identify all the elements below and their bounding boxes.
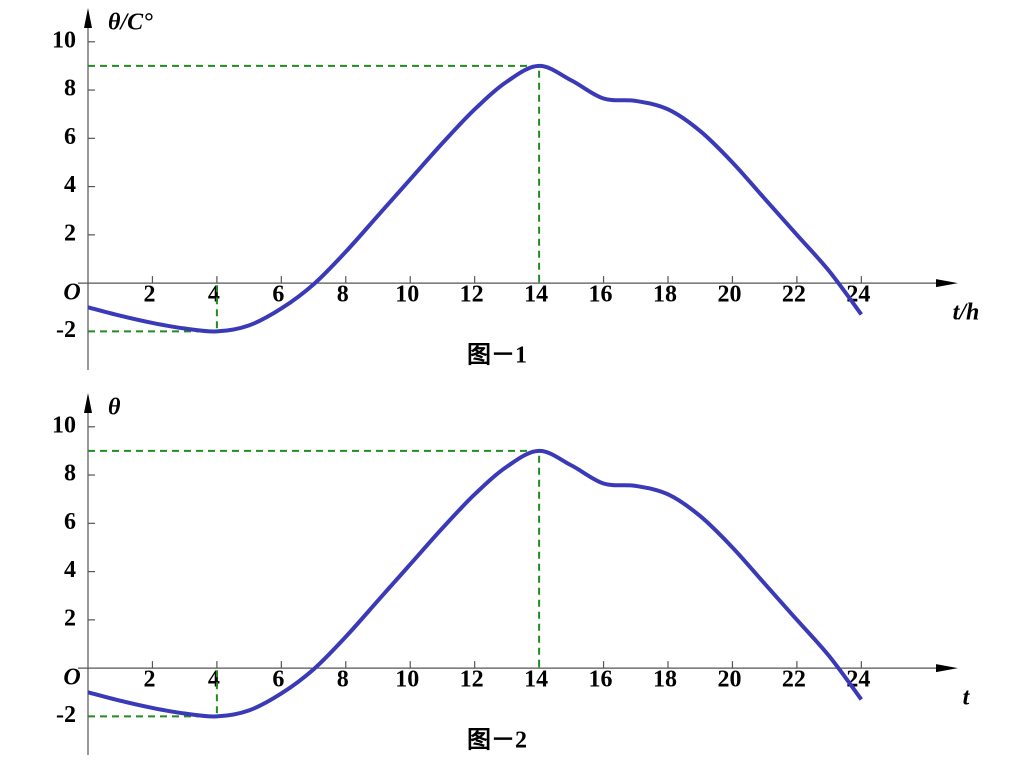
- chart-title: 图－2: [467, 727, 527, 754]
- y-axis-arrow: [84, 8, 92, 28]
- x-axis-arrow: [936, 664, 958, 673]
- x-tick-label: 10: [395, 667, 419, 693]
- x-axis-label: t: [963, 685, 971, 711]
- x-tick-label: 14: [524, 667, 548, 693]
- y-tick-label: 8: [64, 76, 76, 102]
- x-tick-label: 24: [846, 667, 870, 693]
- x-axis-arrow: [936, 279, 958, 288]
- x-tick-label: 16: [589, 282, 613, 308]
- y-tick-label: 4: [64, 557, 76, 583]
- x-tick-label: 20: [717, 282, 741, 308]
- series-line: [87, 63, 863, 334]
- x-tick-label: 18: [653, 667, 677, 693]
- y-tick-label: 6: [64, 124, 76, 150]
- x-tick-label: 22: [782, 282, 806, 308]
- guide-line: [88, 283, 218, 333]
- guide-line: [88, 668, 218, 718]
- x-tick-label: 8: [337, 282, 349, 308]
- x-tick-label: 2: [143, 667, 155, 693]
- x-tick-label: 18: [653, 282, 677, 308]
- x-tick-label: 24: [846, 282, 870, 308]
- origin-label: O: [63, 665, 80, 691]
- y-axis-label: θ: [108, 395, 121, 421]
- x-tick-label: 14: [524, 282, 548, 308]
- x-axis-label: t/h: [953, 300, 980, 326]
- y-tick-label: 10: [52, 412, 76, 438]
- x-tick-label: 4: [208, 667, 220, 693]
- y-tick-label: 2: [64, 605, 76, 631]
- y-tick-label: 10: [52, 27, 76, 53]
- y-axis-arrow: [84, 393, 92, 413]
- x-tick-label: 10: [395, 282, 419, 308]
- x-tick-label: 6: [272, 667, 284, 693]
- x-tick-label: 12: [460, 667, 484, 693]
- chart-title: 图－1: [467, 342, 527, 369]
- origin-label: O: [63, 280, 80, 306]
- y-tick-label: 4: [64, 172, 76, 198]
- y-tick-label: -2: [56, 702, 76, 728]
- x-tick-label: 6: [272, 282, 284, 308]
- x-tick-label: 8: [337, 667, 349, 693]
- x-tick-label: 22: [782, 667, 806, 693]
- guide-line: [88, 449, 541, 669]
- y-tick-label: -2: [56, 317, 76, 343]
- y-tick-label: 2: [64, 220, 76, 246]
- x-tick-label: 20: [717, 667, 741, 693]
- x-tick-label: 12: [460, 282, 484, 308]
- x-tick-label: 16: [589, 667, 613, 693]
- guide-line: [88, 64, 541, 284]
- series-line: [87, 448, 863, 719]
- y-tick-label: 8: [64, 461, 76, 487]
- x-tick-label: 2: [143, 282, 155, 308]
- y-axis-label: θ/C°: [108, 10, 153, 36]
- x-tick-label: 4: [208, 282, 220, 308]
- y-tick-label: 6: [64, 509, 76, 535]
